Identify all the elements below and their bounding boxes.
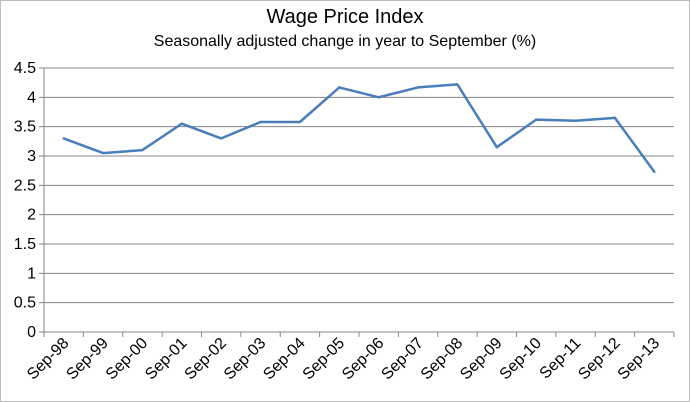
gridlines: [44, 67, 674, 304]
x-tick-labels: Sep-98Sep-99Sep-00Sep-01Sep-02Sep-03Sep-…: [24, 335, 663, 384]
y-tick-label: 3: [27, 148, 36, 165]
data-point: [574, 119, 577, 123]
data-point: [613, 116, 617, 120]
series-layer: [62, 83, 656, 174]
data-point: [416, 86, 420, 89]
data-point: [456, 83, 459, 86]
data-point: [259, 120, 262, 124]
data-point: [495, 146, 499, 149]
x-tick-label: Sep-06: [339, 335, 388, 384]
series-line: [63, 83, 656, 173]
x-tick-label: Sep-12: [575, 335, 624, 384]
y-tick-label: 4.5: [14, 60, 36, 77]
y-tick-label: 2.5: [14, 177, 36, 194]
y-tick-label: 2: [27, 207, 36, 224]
data-point: [377, 96, 380, 99]
x-tick-label: Sep-08: [418, 335, 467, 384]
data-point: [62, 137, 65, 140]
data-point: [141, 148, 144, 152]
y-tick-label: 0: [27, 324, 36, 341]
x-tick-label: Sep-04: [260, 335, 309, 384]
x-tick-label: Sep-09: [457, 335, 506, 384]
x-tick-label: Sep-13: [615, 335, 664, 384]
y-tick-labels: 0 0.5 1 1.5 2 2.5 3 3.5 4 4.5: [14, 60, 36, 341]
x-tick-label: Sep-11: [537, 335, 585, 383]
data-point: [338, 86, 341, 89]
x-tick-label: Sep-07: [378, 335, 427, 384]
data-point: [298, 120, 302, 124]
x-tick-label: Sep-00: [103, 335, 152, 384]
x-tick-label: Sep-98: [24, 335, 73, 384]
data-point: [219, 137, 223, 140]
x-tick-label: Sep-02: [182, 335, 231, 384]
x-tick-label: Sep-05: [300, 335, 349, 384]
y-tick-label: 1: [27, 265, 36, 282]
axes: [39, 67, 675, 337]
x-tick-label: Sep-01: [142, 335, 191, 384]
data-point: [653, 170, 656, 174]
chart-title: Wage Price Index: [266, 6, 424, 28]
data-point: [101, 151, 105, 155]
chart-subtitle: Seasonally adjusted change in year to Se…: [153, 33, 537, 50]
data-point: [534, 118, 538, 121]
y-tick-label: 4: [27, 89, 36, 106]
data-point: [180, 122, 184, 125]
x-tick-label: Sep-99: [63, 335, 112, 384]
x-tick-label: Sep-03: [221, 335, 270, 384]
y-tick-label: 1.5: [14, 236, 36, 253]
y-tick-label: 3.5: [14, 119, 36, 136]
y-tick-label: 0.5: [14, 295, 36, 312]
x-tick-label: Sep-10: [497, 335, 546, 384]
